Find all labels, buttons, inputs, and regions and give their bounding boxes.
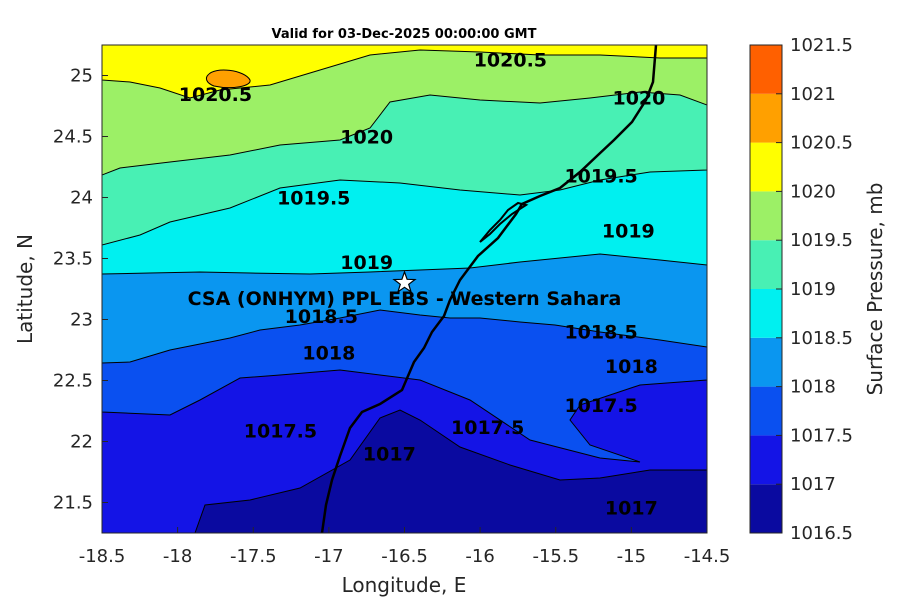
colorbar-border: [749, 44, 783, 534]
contour-plot-area: 1020.5 1020.5 1020 1020 1019.5 1019.5 1019 1019…: [102, 45, 707, 533]
colorbar-segment: [750, 337, 782, 387]
colorbar-tick-label: 1019.5: [790, 230, 853, 251]
contour-label: 1019: [602, 220, 655, 242]
y-tick-label: 23.5: [53, 249, 93, 270]
x-axis-ticks: -18.5 -18 -17.5 -17 -16.5 -16 -15.5 -15 -14.5: [79, 527, 731, 567]
y-tick-label: 23: [70, 310, 93, 331]
colorbar-tick-label: 1021.5: [790, 35, 853, 56]
colorbar-segment: [750, 484, 782, 533]
y-tick-label: 21.5: [53, 493, 93, 514]
chart-title: Valid for 03-Dec-2025 00:00:00 GMT: [272, 27, 537, 42]
x-axis-title: Longitude, E: [342, 573, 467, 597]
x-tick-label: -17: [314, 546, 343, 567]
contour-label: 1020.5: [474, 50, 547, 72]
colorbar-segment: [750, 289, 782, 338]
colorbar-segment: [750, 386, 782, 436]
contour-label: 1017: [605, 497, 658, 519]
island-outline: [479, 201, 529, 243]
contour-label: 1018.5: [285, 306, 358, 328]
y-tick-label: 24.5: [53, 127, 93, 148]
station-label: CSA (ONHYM) PPL EBS - Western Sahara: [188, 288, 622, 310]
contour-label: 1019: [340, 252, 393, 274]
colorbar-segment: [750, 435, 782, 485]
contour-label: 1017.5: [564, 395, 637, 417]
contour-label: 1017.5: [451, 417, 524, 439]
contour-labels: 1020.5 1020.5 1020 1020 1019.5 1019.5 1019 1019…: [179, 50, 666, 520]
contour-label: 1019.5: [564, 166, 637, 188]
y-tick-label: 22.5: [53, 371, 93, 392]
x-tick-label: -14.5: [684, 546, 731, 567]
colorbar-tick-label: 1020.5: [790, 133, 853, 154]
y-tick-label: 22: [70, 432, 93, 453]
colorbar-segment: [750, 142, 782, 192]
colorbar-tick-label: 1017: [790, 474, 836, 495]
colorbar-title: Surface Pressure, mb: [863, 183, 887, 396]
contour-label: 1018: [302, 342, 355, 364]
colorbar-segment: [750, 93, 782, 143]
colorbar-segment: [750, 240, 782, 289]
x-tick-label: -18.5: [79, 546, 126, 567]
colorbar: 1016.5 1017 1017.5 1018 1018.5 1019 1019.5 1020…: [750, 35, 853, 544]
contour-label: 1020.5: [179, 84, 252, 106]
contour-label: 1017: [363, 444, 416, 466]
x-tick-label: -15.5: [532, 546, 579, 567]
x-tick-label: -16.5: [381, 546, 428, 567]
colorbar-tick-label: 1018: [790, 377, 836, 398]
contour-label: 1020: [612, 87, 665, 109]
station-star-icon: [392, 270, 417, 294]
x-tick-label: -15: [617, 546, 646, 567]
x-tick-label: -16: [465, 546, 494, 567]
colorbar-segment: [750, 45, 782, 94]
x-tick-label: -18: [163, 546, 192, 567]
colorbar-tick-label: 1017.5: [790, 425, 853, 446]
colorbar-tick-label: 1021: [790, 84, 836, 105]
coastline: [320, 45, 658, 533]
band-1020-5-1021-patch: [205, 69, 251, 89]
y-tick-label: 24: [70, 188, 93, 209]
colorbar-tick-label: 1019: [790, 279, 836, 300]
colorbar-segment: [750, 191, 782, 241]
x-tick-label: -17.5: [230, 546, 277, 567]
contour-label: 1019.5: [277, 188, 350, 210]
y-axis-title: Latitude, N: [13, 234, 37, 344]
band-1020-1020-5: [102, 45, 707, 99]
contour-label: 1018: [605, 356, 658, 378]
contour-label: 1017.5: [244, 421, 317, 443]
contour-label: 1020: [340, 127, 393, 149]
y-tick-label: 25: [70, 66, 93, 87]
contour-label: 1018.5: [564, 322, 637, 344]
colorbar-tick-label: 1016.5: [790, 523, 853, 544]
station-marker: CSA (ONHYM) PPL EBS - Western Sahara: [188, 270, 622, 310]
colorbar-tick-label: 1020: [790, 181, 836, 202]
y-axis-ticks: 25 24.5 24 23.5 23 22.5 22 21.5: [53, 66, 108, 514]
colorbar-tick-label: 1018.5: [790, 328, 853, 349]
